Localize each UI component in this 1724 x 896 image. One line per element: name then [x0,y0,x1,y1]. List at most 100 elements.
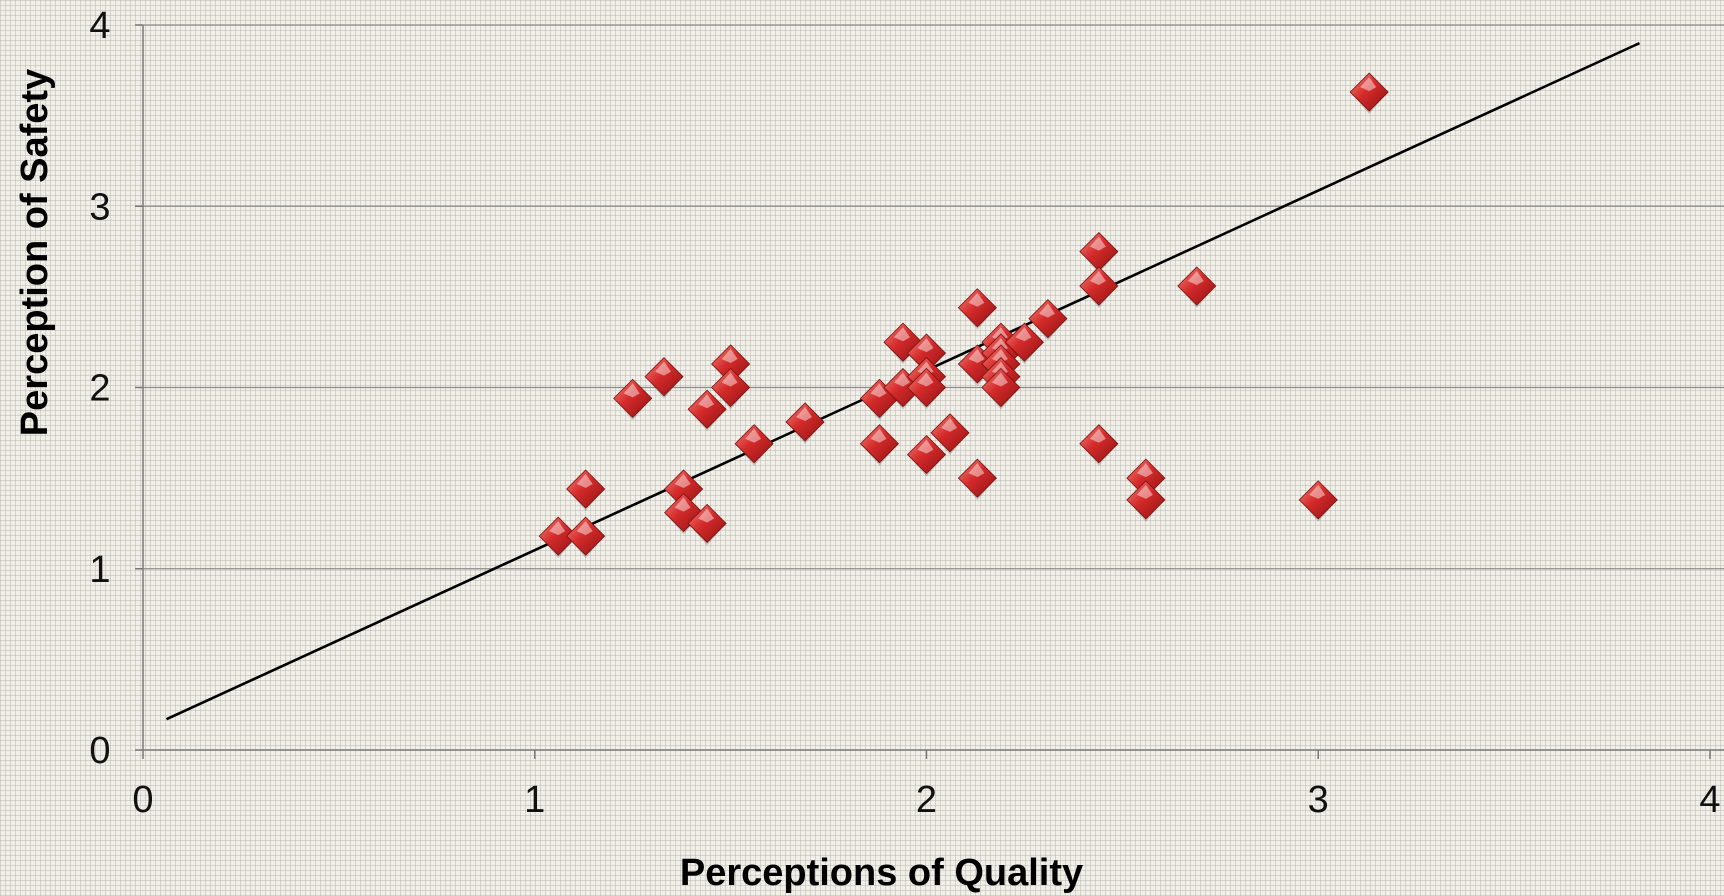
point-highlight [698,394,715,409]
y-tick-label: 2 [89,368,110,410]
gridlines [143,24,1724,570]
data-points [538,72,1389,559]
point-highlight [1015,327,1032,342]
point-diamond [687,503,727,544]
data-point [906,434,947,477]
point-highlight [893,327,910,342]
data-point [613,378,653,421]
data-point [906,367,947,410]
point-highlight [1038,303,1055,318]
point-highlight [991,348,1008,363]
point-highlight [698,508,715,523]
data-point [1079,266,1119,308]
point-highlight [1089,428,1106,443]
point-highlight [721,372,738,387]
point-highlight [893,372,910,387]
data-point [859,424,900,466]
point-diamond [859,424,900,464]
point-highlight [745,428,762,443]
point-highlight [796,406,813,421]
axes [135,24,1724,759]
data-point [734,424,774,466]
data-point [1028,299,1068,341]
y-axis-title: Perception of Safety [14,69,56,436]
tick-labels: 0 1 2 3 4 0 1 2 3 4 [89,5,1720,821]
point-highlight [1187,271,1204,285]
point-highlight [1089,236,1106,251]
data-point [687,503,727,546]
point-diamond [1177,266,1217,306]
point-diamond [957,458,997,498]
point-diamond [566,516,606,556]
data-point [566,469,606,511]
point-highlight [674,497,691,512]
point-highlight [917,338,934,353]
data-point [566,516,606,559]
data-point [1079,424,1119,466]
point-highlight [549,521,566,536]
y-tick-label: 0 [89,730,110,772]
point-highlight [917,372,934,387]
point-highlight [870,383,887,398]
point-diamond [1028,299,1068,339]
data-point [981,367,1021,410]
data-point [1349,72,1389,115]
x-tick-label: 4 [1699,779,1720,821]
x-tick-label: 0 [132,779,153,821]
data-point [644,357,684,399]
point-highlight [991,372,1008,387]
point-highlight [721,348,738,363]
data-point [1004,322,1045,365]
point-diamond [1349,72,1389,112]
x-tick-label: 1 [524,779,545,821]
point-diamond [930,413,970,453]
x-tick-label: 3 [1308,779,1329,821]
data-point [711,367,751,410]
y-tick-label: 4 [89,5,110,47]
point-highlight [576,521,593,536]
point-highlight [674,474,691,488]
data-point [785,402,825,444]
x-axis-title: Perceptions of Quality [680,852,1083,894]
point-diamond [785,402,825,442]
point-highlight [968,292,985,307]
point-diamond [906,367,947,408]
data-point [1079,231,1119,274]
data-point [1298,480,1338,522]
point-diamond [538,516,578,556]
point-highlight [1136,484,1153,499]
point-highlight [1089,271,1106,285]
point-diamond [1298,480,1338,520]
y-tick-label: 3 [89,186,110,228]
data-point [687,389,727,432]
data-point [957,458,997,501]
point-diamond [957,288,997,328]
point-highlight [1360,77,1377,92]
point-diamond [981,367,1021,408]
data-point [1126,480,1166,522]
point-diamond [644,357,684,397]
point-diamond [734,424,774,464]
point-diamond [711,367,751,408]
point-highlight [917,439,934,454]
point-diamond [1004,322,1045,362]
point-highlight [623,383,640,398]
point-diamond [1079,266,1119,306]
data-point [538,516,578,559]
data-point [957,288,997,330]
data-point [930,413,970,455]
point-diamond [1126,480,1166,520]
point-highlight [1136,463,1153,478]
point-diamond [566,469,606,509]
point-highlight [1309,484,1326,499]
point-highlight [968,348,985,363]
point-diamond [687,389,727,429]
point-highlight [655,361,672,376]
y-tick-label: 1 [89,549,110,591]
point-diamond [906,434,947,475]
point-highlight [968,463,985,478]
point-diamond [1079,424,1119,464]
point-highlight [941,417,958,432]
point-highlight [576,474,593,488]
